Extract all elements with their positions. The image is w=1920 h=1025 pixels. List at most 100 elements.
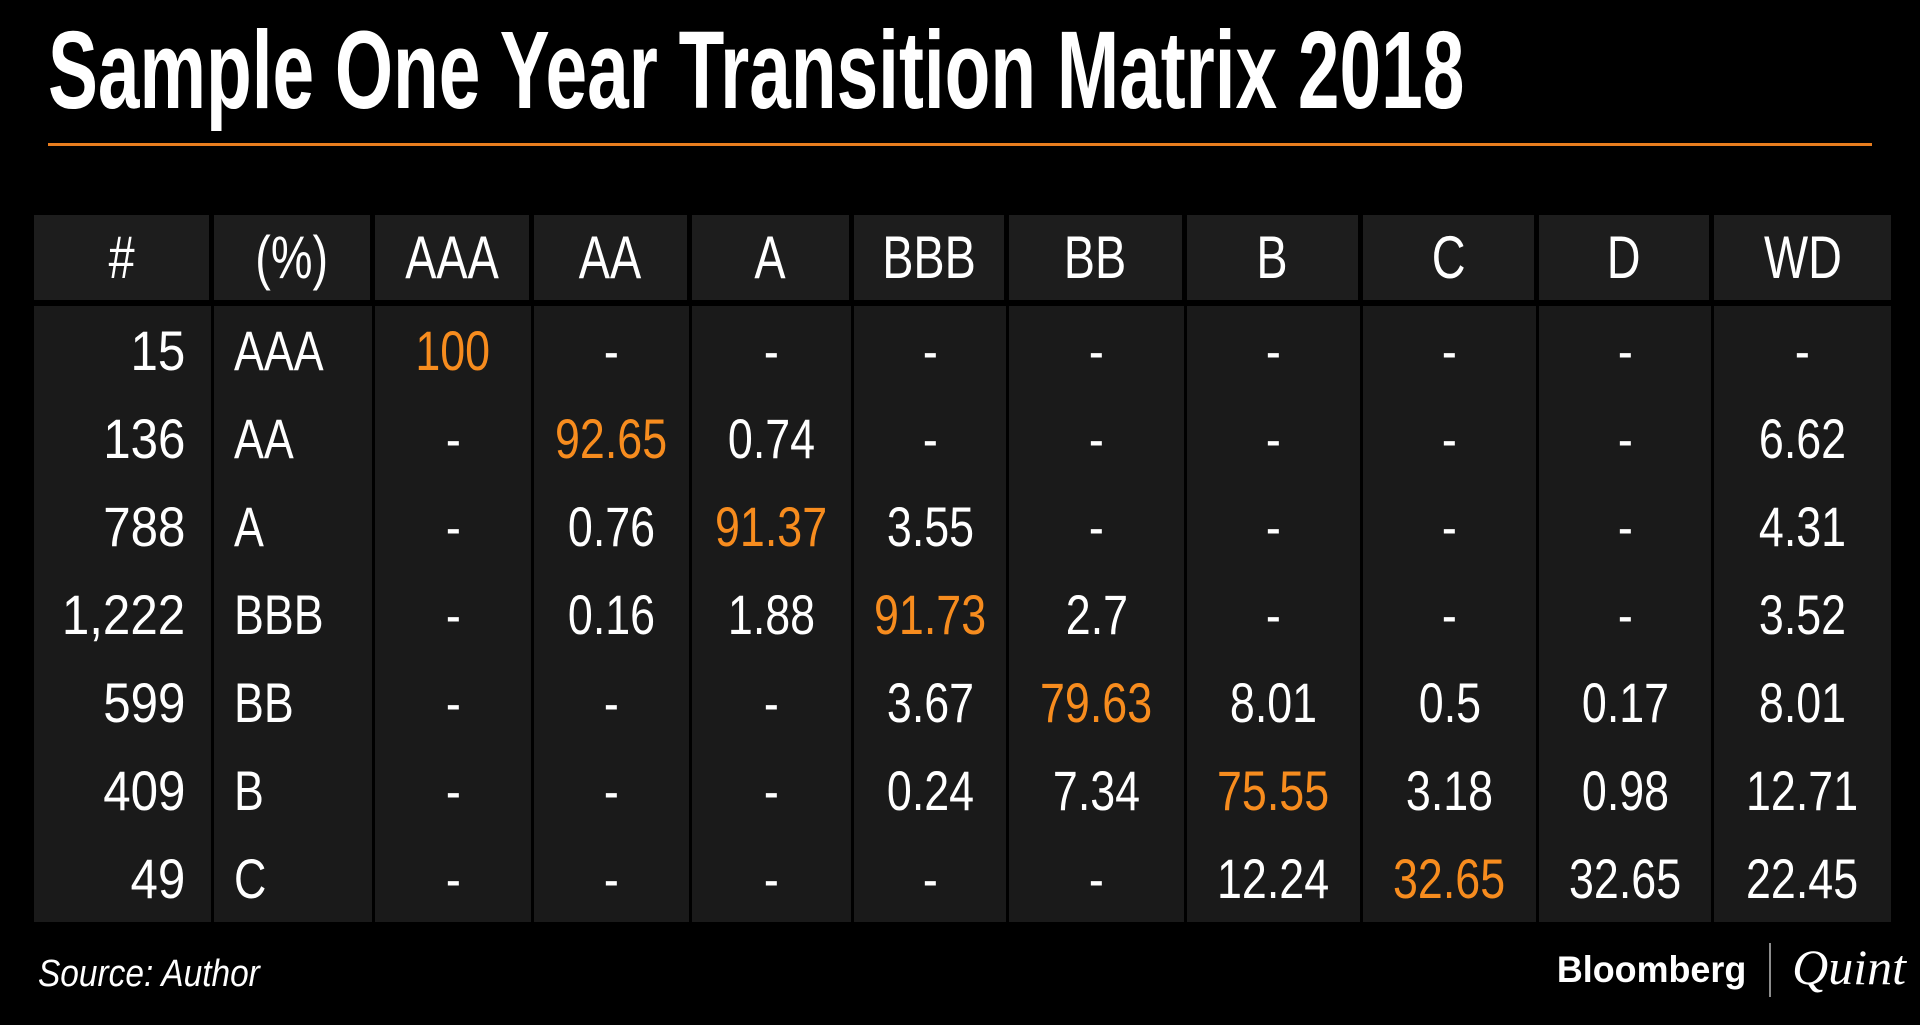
table-cell: - <box>534 746 692 834</box>
column-header-C: C <box>1363 215 1539 300</box>
cell-value: 0.24 <box>886 758 974 822</box>
table-cell: - <box>534 658 692 746</box>
table-cell: 136 <box>34 394 214 482</box>
cell-value: 3.52 <box>1758 582 1847 646</box>
table-cell: - <box>1187 306 1363 394</box>
quint-logo: Quint <box>1792 939 1906 995</box>
cell-value: 91.73 <box>873 582 987 646</box>
source-attribution: Source: Author <box>38 953 260 995</box>
cell-value: - <box>445 846 461 910</box>
table-cell: 8.01 <box>1187 658 1363 746</box>
cell-value: - <box>1089 494 1104 558</box>
cell-value: 2.7 <box>1065 582 1128 646</box>
cell-value: 32.65 <box>1393 846 1506 910</box>
table-cell: - <box>1539 482 1714 570</box>
table-cell: - <box>1539 394 1714 482</box>
table-cell: 7.34 <box>1009 746 1187 834</box>
column-header-label: AA <box>579 224 642 291</box>
cell-value: 3.55 <box>886 494 974 558</box>
column-header-label: A <box>754 224 787 291</box>
table-cell: - <box>1363 482 1539 570</box>
column-header-B: B <box>1187 215 1363 300</box>
cell-value: - <box>445 758 461 822</box>
cell-value: - <box>764 758 779 822</box>
table-cell: 12.24 <box>1187 834 1363 922</box>
cell-value: 15 <box>130 318 185 382</box>
column-header-label: WD <box>1763 224 1842 291</box>
table-cell: 22.45 <box>1714 834 1891 922</box>
table-cell: - <box>692 306 854 394</box>
table-cell: - <box>375 570 534 658</box>
cell-value: - <box>1089 406 1104 470</box>
title-underline-rule <box>48 143 1872 146</box>
table-cell: 3.55 <box>854 482 1009 570</box>
cell-value: 0.74 <box>727 406 816 470</box>
cell-value: BB <box>234 670 294 734</box>
column-header-BBB: BBB <box>854 215 1009 300</box>
cell-value: - <box>445 582 461 646</box>
cell-value: 1,222 <box>61 582 185 646</box>
table-cell: - <box>1539 306 1714 394</box>
table-cell-highlighted: 91.37 <box>692 482 854 570</box>
table-cell: 32.65 <box>1539 834 1714 922</box>
column-header-label: BB <box>1064 224 1127 291</box>
table-cell: 0.98 <box>1539 746 1714 834</box>
cell-value: - <box>445 670 461 734</box>
table-cell: 0.5 <box>1363 658 1539 746</box>
table-cell: - <box>1009 834 1187 922</box>
table-cell-highlighted: 79.63 <box>1009 658 1187 746</box>
table-cell: 2.7 <box>1009 570 1187 658</box>
table-cell: - <box>1714 306 1891 394</box>
cell-value: 3.67 <box>886 670 974 734</box>
cell-value: - <box>604 670 619 734</box>
cell-value: - <box>1442 582 1457 646</box>
table-cell: - <box>692 834 854 922</box>
cell-value: - <box>1089 318 1104 382</box>
cell-value: - <box>922 846 938 910</box>
cell-value: 0.17 <box>1581 670 1669 734</box>
table-cell: 12.71 <box>1714 746 1891 834</box>
column-header-AAA: AAA <box>375 215 534 300</box>
cell-value: 599 <box>102 670 185 734</box>
column-header-BB: BB <box>1009 215 1187 300</box>
cell-value: 49 <box>130 846 185 910</box>
cell-value: 788 <box>102 494 185 558</box>
table-cell: 6.62 <box>1714 394 1891 482</box>
table-cell-highlighted: 32.65 <box>1363 834 1539 922</box>
transition-matrix-table: # (%) AAA AA A BBB BB B C D WD 15 AAA 10… <box>34 215 1891 922</box>
cell-value: AA <box>234 406 294 470</box>
column-header-label: (%) <box>255 224 329 291</box>
cell-value: - <box>764 846 779 910</box>
table-cell: 0.76 <box>534 482 692 570</box>
table-cell: 0.74 <box>692 394 854 482</box>
table-cell-highlighted: 100 <box>375 306 534 394</box>
cell-value: - <box>1266 494 1281 558</box>
column-header-WD: WD <box>1714 215 1891 300</box>
cell-value: 79.63 <box>1040 670 1153 734</box>
table-cell: C <box>214 834 375 922</box>
cell-value: 1.88 <box>727 582 816 646</box>
column-header-label: C <box>1431 224 1466 291</box>
table-cell: B <box>214 746 375 834</box>
table-cell: - <box>854 306 1009 394</box>
cell-value: 12.71 <box>1746 758 1859 822</box>
table-cell: - <box>1009 482 1187 570</box>
cell-value: C <box>234 846 267 910</box>
cell-value: - <box>922 318 938 382</box>
table-cell: 3.18 <box>1363 746 1539 834</box>
table-cell: - <box>375 482 534 570</box>
cell-value: 12.24 <box>1217 846 1330 910</box>
table-cell: - <box>1363 394 1539 482</box>
cell-value: BBB <box>234 582 324 646</box>
table-cell: - <box>1009 306 1187 394</box>
cell-value: - <box>604 318 619 382</box>
cell-value: 0.76 <box>567 494 656 558</box>
cell-value: - <box>1617 582 1633 646</box>
table-cell: - <box>1187 482 1363 570</box>
cell-value: - <box>604 758 619 822</box>
table-cell: 599 <box>34 658 214 746</box>
cell-value: 32.65 <box>1568 846 1682 910</box>
table-cell: - <box>534 834 692 922</box>
table-cell: 15 <box>34 306 214 394</box>
column-header-count: # <box>34 215 214 300</box>
